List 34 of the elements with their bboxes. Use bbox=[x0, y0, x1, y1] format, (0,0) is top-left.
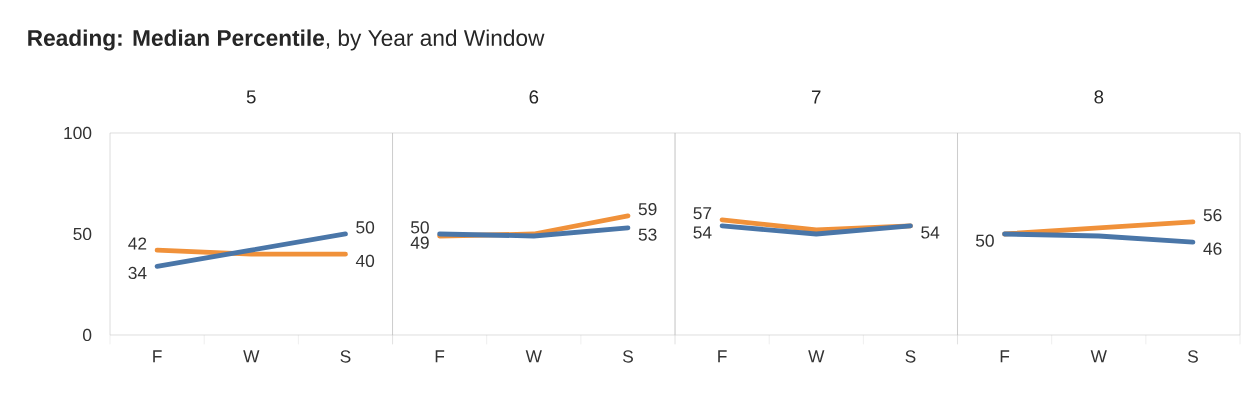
chart-subtitle: 8 bbox=[1094, 90, 1104, 104]
data-label: 34 bbox=[128, 266, 147, 280]
data-label: 50 bbox=[975, 234, 994, 247]
x-tick-label: F bbox=[1000, 350, 1010, 363]
x-tick-label: W bbox=[808, 350, 825, 363]
x-tick-label: W bbox=[243, 350, 260, 363]
data-label: 50 bbox=[410, 221, 429, 234]
data-label: 54 bbox=[693, 226, 712, 239]
y-tick-label: 50 bbox=[73, 227, 92, 241]
chart-subtitle: 5 bbox=[246, 90, 256, 104]
x-tick-label: W bbox=[1090, 350, 1107, 363]
x-tick-label: F bbox=[153, 350, 162, 363]
data-label: 53 bbox=[638, 228, 657, 241]
y-tick-label: 0 bbox=[83, 328, 92, 342]
data-label: 54 bbox=[921, 226, 940, 239]
chart-subtitle: 6 bbox=[529, 90, 539, 104]
data-label: 40 bbox=[355, 254, 375, 267]
data-label: 42 bbox=[128, 237, 147, 250]
x-tick-label: S bbox=[622, 350, 633, 363]
data-label: 59 bbox=[638, 203, 657, 216]
x-tick-label: F bbox=[718, 350, 727, 363]
x-tick-label: S bbox=[905, 350, 916, 363]
x-tick-label: S bbox=[340, 350, 351, 363]
data-label: 50 bbox=[356, 221, 375, 234]
data-label: 57 bbox=[693, 207, 712, 220]
chart-title: Reading: Median Percentile, by Year and Window bbox=[28, 29, 545, 51]
data-label: 46 bbox=[1203, 242, 1222, 255]
y-tick-label: 100 bbox=[64, 126, 92, 140]
x-tick-label: S bbox=[1187, 350, 1198, 363]
data-label: 56 bbox=[1203, 209, 1222, 222]
data-label: 49 bbox=[410, 236, 429, 249]
x-tick-label: F bbox=[435, 350, 445, 363]
chart-subtitle: 7 bbox=[811, 90, 821, 104]
x-tick-label: W bbox=[525, 350, 542, 363]
